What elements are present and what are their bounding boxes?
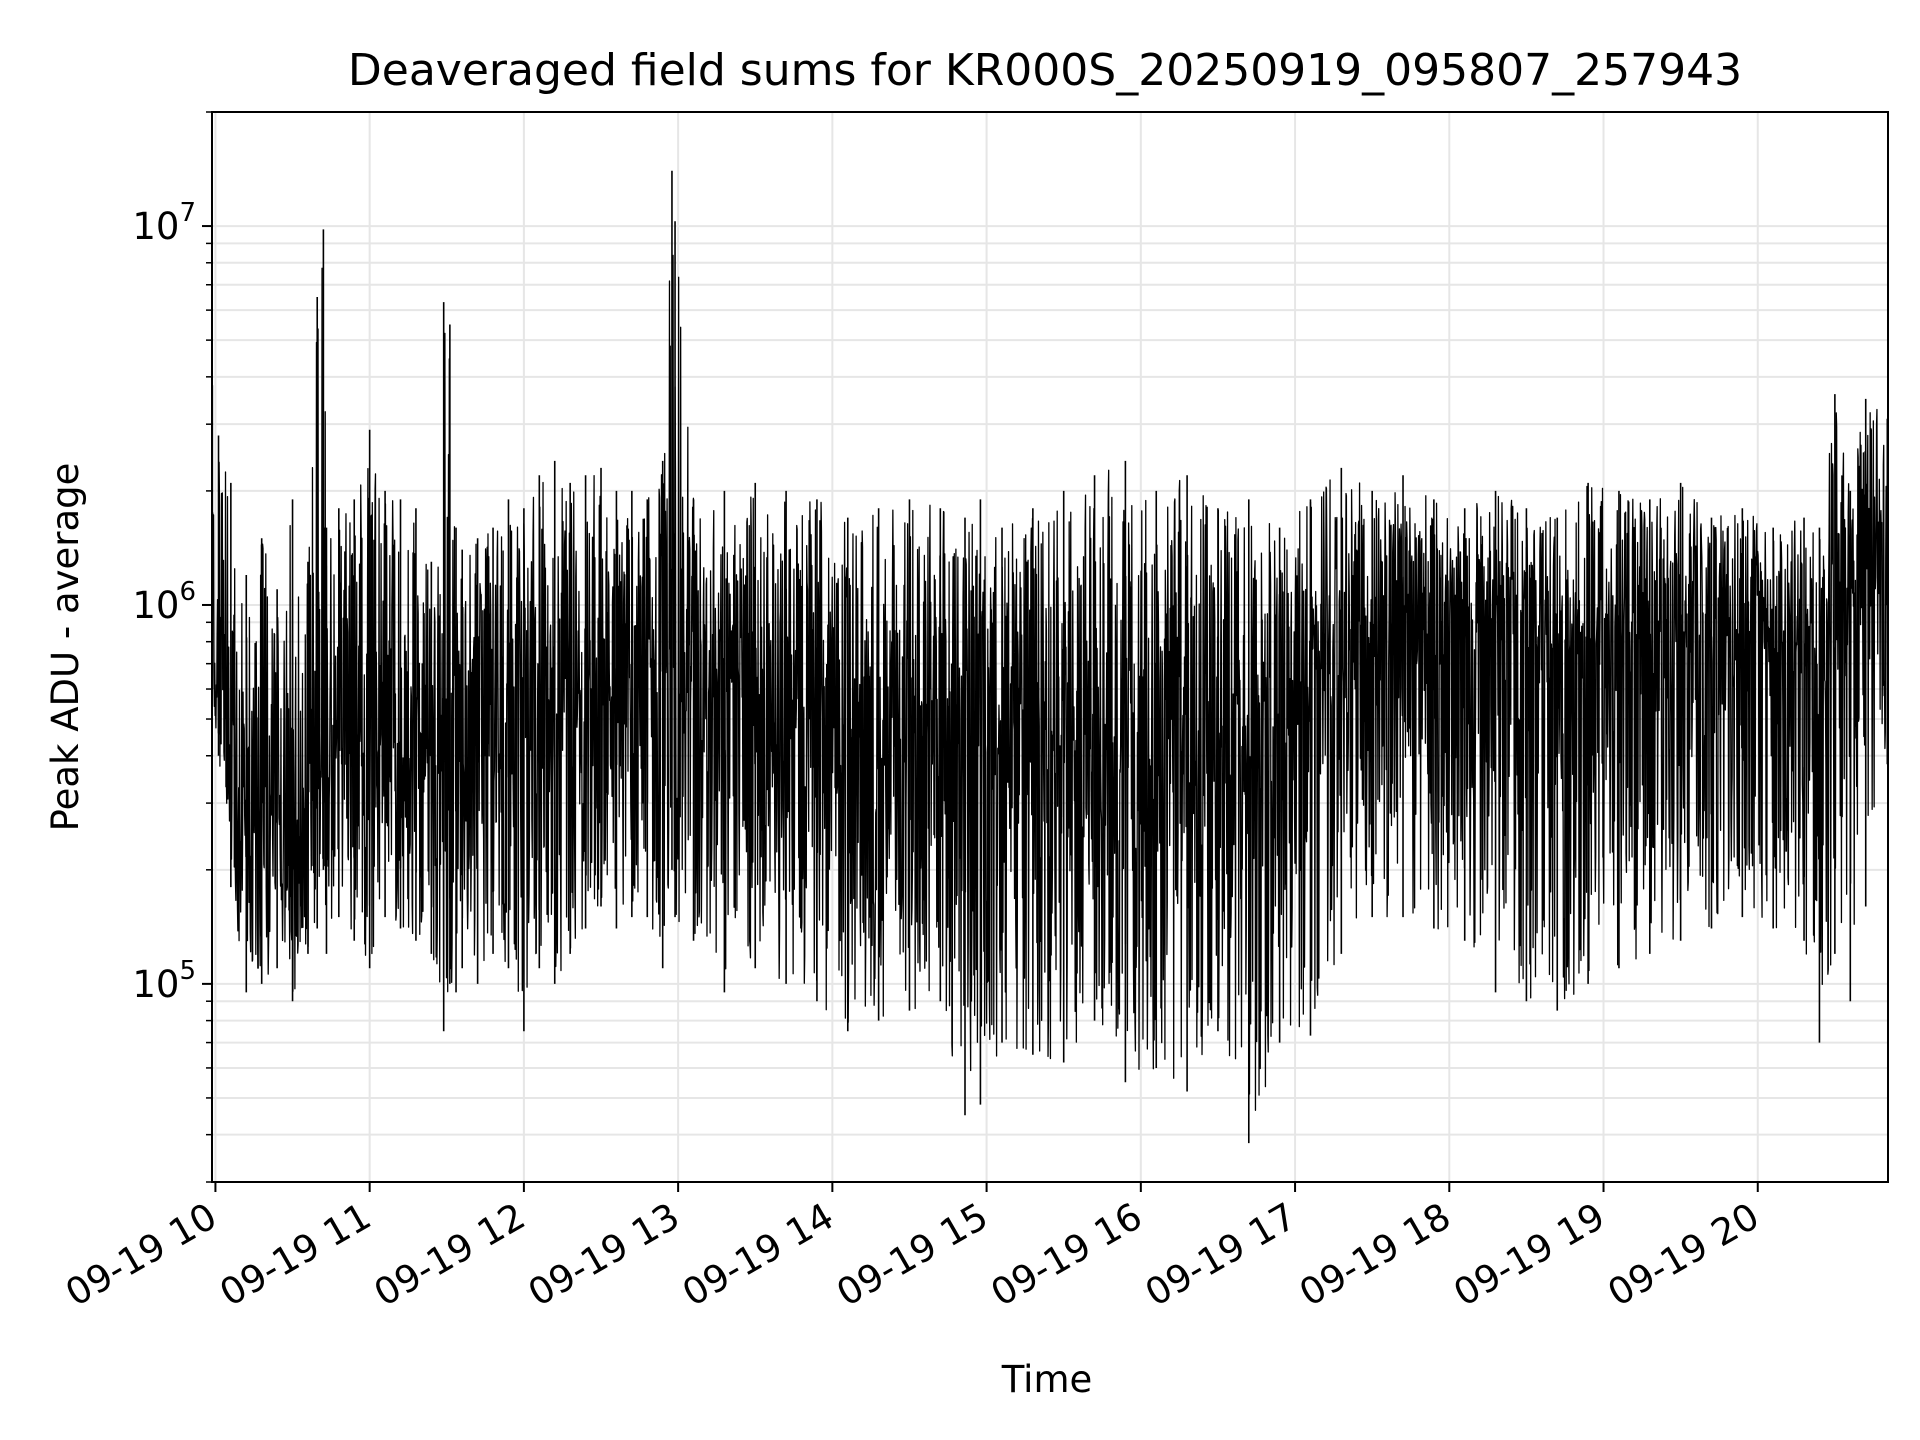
x-axis-label: Time — [1001, 1358, 1093, 1401]
y-tick-base: 10 — [132, 205, 179, 248]
data-layer — [212, 170, 1888, 1144]
y-tick-exponent: 6 — [179, 577, 196, 607]
y-tick-exponent: 7 — [179, 198, 196, 228]
chart-title: Deaveraged field sums for KR000S_2025091… — [348, 45, 1742, 96]
y-tick-label: 107 — [132, 198, 196, 248]
y-tick-base: 10 — [132, 584, 179, 627]
series-line — [212, 254, 1888, 1111]
y-tick-exponent: 5 — [179, 956, 196, 986]
y-axis-label: Peak ADU - average — [44, 463, 87, 832]
y-tick-label: 106 — [132, 577, 196, 627]
plot-frame — [211, 111, 1889, 1183]
y-tick-base: 10 — [132, 963, 179, 1006]
y-tick-label: 105 — [132, 956, 196, 1006]
